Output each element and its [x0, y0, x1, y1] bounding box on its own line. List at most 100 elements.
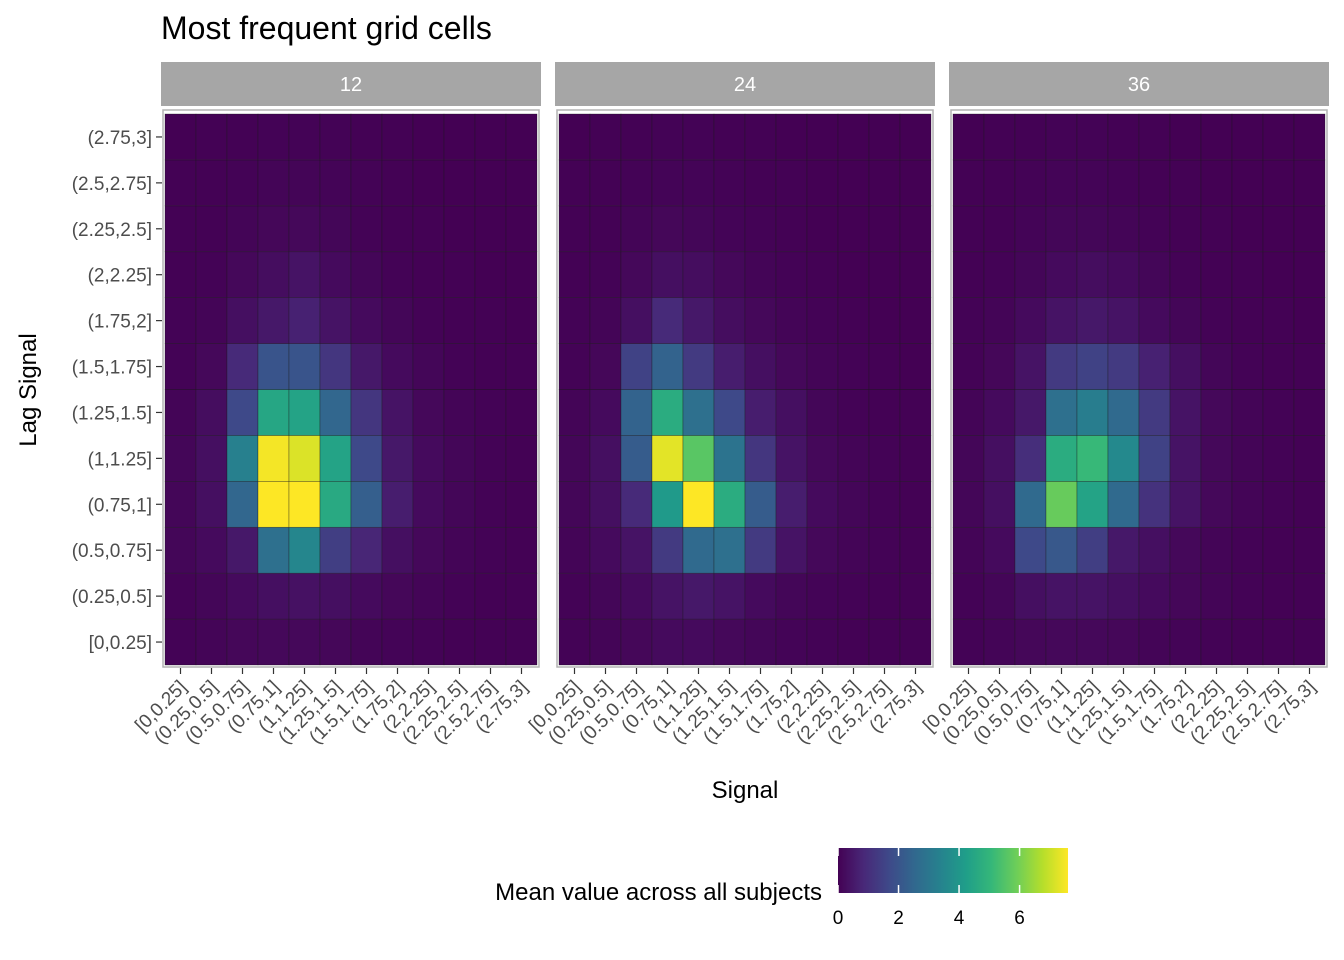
heatmap-cell: (1.25,1.5] × (2.25,2.5]: 0.08: [1107, 205, 1140, 253]
heatmap-cell: (0.75,1] × (2.5,2.75]: 0.08: [257, 159, 290, 207]
heatmap-cell: (2.25,2.5] × (2,2.25]: 0.02: [1231, 251, 1264, 298]
heatmap-cell: (1.5,1.75] × (1.25,1.5]: 1.3: [1138, 389, 1171, 436]
heatmap-cell: (1,1.25] × (2.75,3]: 0.04: [682, 113, 715, 161]
heatmap-cell: (2.75,3] × (2.25,2.5]: 0.01: [505, 205, 538, 253]
heatmap-cell: (2.75,3] × [0,0.25]: 0.02: [505, 618, 538, 666]
heatmap-cell: (2.75,3] × (1.25,1.5]: 0.02: [505, 389, 538, 436]
heatmap-cell: (0.25,0.5] × [0,0.25]: 0.08: [983, 618, 1016, 666]
heatmap-cell: (1.75,2] × (1.75,2]: 0.1: [1169, 297, 1202, 344]
heatmap-cell: (2.75,3] × (1.75,2]: 0.01: [1293, 297, 1326, 344]
heatmap-cell: (2.5,2.75] × (2.25,2.5]: 0.01: [474, 205, 507, 253]
heatmap-cell: (2.75,3] × (0.75,1]: 0.03: [899, 481, 932, 528]
heatmap-cell: (2.5,2.75] × [0,0.25]: 0.02: [1262, 618, 1295, 666]
heatmap-cell: (0.75,1] × (2.5,2.75]: 0.06: [1045, 159, 1078, 207]
heatmap-cell: (0.5,0.75] × (1.25,1.5]: 0.5: [1014, 389, 1047, 436]
heatmap-cell: (1,1.25] × (0.25,0.5]: 0.5: [682, 572, 715, 620]
heatmap-cell: (1.75,2] × (1.5,1.75]: 0.2: [381, 343, 414, 390]
heatmap-cell: (1,1.25] × (1.75,2]: 0.5: [1076, 297, 1109, 344]
heatmap-cell: (0.5,0.75] × (2.25,2.5]: 0.06: [1014, 205, 1047, 253]
heatmap-cell: (2.5,2.75] × (1.75,2]: 0.02: [1262, 297, 1295, 344]
heatmap-cell: (0.5,0.75] × (2.75,3]: 0.03: [1014, 113, 1047, 161]
heatmap-cell: (0.5,0.75] × (1.75,2]: 0.3: [226, 297, 259, 344]
heatmap-cell: (2.75,3] × (2.5,2.75]: 0.01: [505, 159, 538, 207]
heatmap-cell: (0.75,1] × (1.25,1.5]: 4.7: [651, 389, 684, 436]
heatmap-cell: (1.5,1.75] × (1,1.25]: 1.2: [744, 435, 777, 482]
heatmap-cell: (2.5,2.75] × (0.75,1]: 0.05: [868, 481, 901, 528]
heatmap-cell: (2.75,3] × (0.5,0.75]: 0.02: [899, 526, 932, 574]
heatmap-cell: (2.5,2.75] × (1.25,1.5]: 0.03: [868, 389, 901, 436]
heatmap-cell: (0.75,1] × (0.25,0.5]: 0.3: [257, 572, 290, 620]
heatmap-cell: (2.25,2.5] × (1.25,1.5]: 0.08: [443, 389, 476, 436]
heatmap-cell: (1.75,2] × [0,0.25]: 0.06: [775, 618, 808, 666]
heatmap-cell: (1,1.25] × (0.5,0.75]: 2.6: [682, 526, 715, 574]
heatmap-cell: (2.5,2.75] × (1,1.25]: 0.04: [1262, 435, 1295, 482]
heatmap-cell: (0.75,1] × (2,2.25]: 0.25: [257, 251, 290, 298]
heatmap-cell: (1,1.25] × (2.5,2.75]: 0.08: [288, 159, 321, 207]
heatmap-cell: (2.5,2.75] × (2,2.25]: 0.01: [474, 251, 507, 298]
heatmap-cell: (2.75,3] × [0,0.25]: 0.02: [1293, 618, 1326, 666]
heatmap-cell: (0.5,0.75] × (2.75,3]: 0.03: [620, 113, 653, 161]
heatmap-cell: (2,2.25] × (2.5,2.75]: 0.01: [806, 159, 839, 207]
heatmap-cell: (2.5,2.75] × (2.5,2.75]: 0.01: [1262, 159, 1295, 207]
heatmap-cell: [0,0.25] × (1.5,1.75]: 0.05: [164, 343, 197, 390]
heatmap-cell: (2,2.25] × (0.75,1]: 0.2: [412, 481, 445, 528]
heatmap-cell: (0.25,0.5] × (2.5,2.75]: 0.02: [195, 159, 228, 207]
heatmap-cell: (1.75,2] × (2,2.25]: 0.04: [775, 251, 808, 298]
heatmap-cell: (2,2.25] × (1,1.25]: 0.15: [806, 435, 839, 482]
heatmap-cell: (2.75,3] × (0.5,0.75]: 0.02: [505, 526, 538, 574]
heatmap-cell: (2.5,2.75] × (0.25,0.5]: 0.03: [1262, 572, 1295, 620]
x-axis-title: Signal: [712, 777, 779, 804]
heatmap-cell: (2.5,2.75] × (2.25,2.5]: 0.01: [1262, 205, 1295, 253]
facet-panel-24: 24[0,0.25] × [0,0.25]: 0.05(0.25,0.5] × …: [525, 62, 935, 748]
heatmap-cell: (0.5,0.75] × (2.5,2.75]: 0.05: [226, 159, 259, 207]
heatmap-cell: (1,1.25] × (0.5,0.75]: 1.4: [1076, 526, 1109, 574]
heatmap-cell: (0.25,0.5] × (1,1.25]: 0.3: [589, 435, 622, 482]
heatmap-cell: (2.5,2.75] × (1.25,1.5]: 0.04: [1262, 389, 1295, 436]
heatmap-cell: (2.25,2.5] × (1.5,1.75]: 0.04: [837, 343, 870, 390]
heatmap-cell: (1.5,1.75] × (1.25,1.5]: 1.2: [350, 389, 383, 436]
heatmap-cell: (0.25,0.5] × (1.5,1.75]: 0.12: [983, 343, 1016, 390]
heatmap-cell: (1,1.25] × [0,0.25]: 0.15: [288, 618, 321, 666]
heatmap-cell: (0.5,0.75] × (0.75,1]: 2.6: [1014, 481, 1047, 528]
heatmap-cell: (1,1.25] × (2.25,2.5]: 0.1: [682, 205, 715, 253]
heatmap-cell: (0.75,1] × (2,2.25]: 0.3: [651, 251, 684, 298]
heatmap-cell: (1,1.25] × (1.25,1.5]: 3.2: [1076, 389, 1109, 436]
heatmap-cell: (2.5,2.75] × (2.25,2.5]: 0.01: [868, 205, 901, 253]
heatmap-cell: (1,1.25] × (2.25,2.5]: 0.15: [288, 205, 321, 253]
heatmap-cell: (0.25,0.5] × (1.25,1.5]: 0.2: [983, 389, 1016, 436]
heatmap-cell: (1.25,1.5] × (2.75,3]: 0.04: [319, 113, 352, 161]
heatmap-cell: (1.5,1.75] × (2.75,3]: 0.02: [1138, 113, 1171, 161]
heatmap-cell: (0.5,0.75] × (1,1.25]: 1: [1014, 435, 1047, 482]
heatmap-cell: (2.25,2.5] × (2.5,2.75]: 0.01: [443, 159, 476, 207]
heatmap-cell: (1.25,1.5] × (2.25,2.5]: 0.1: [319, 205, 352, 253]
heatmap-cell: (1.25,1.5] × (1.75,2]: 0.4: [1107, 297, 1140, 344]
heatmap-cell: (1,1.25] × [0,0.25]: 0.2: [682, 618, 715, 666]
heatmap-cell: (2.25,2.5] × (2.25,2.5]: 0.01: [837, 205, 870, 253]
heatmap-cell: [0,0.25] × (2.25,2.5]: 0.02: [558, 205, 591, 253]
heatmap-cell: (2.5,2.75] × (2,2.25]: 0.01: [868, 251, 901, 298]
heatmap-cell: (2.75,3] × (2.75,3]: 0.01: [1293, 113, 1326, 161]
heatmap-cell: (0.25,0.5] × (2.25,2.5]: 0.03: [589, 205, 622, 253]
heatmap-cell: (0.75,1] × [0,0.25]: 0.15: [1045, 618, 1078, 666]
heatmap-cell: [0,0.25] × (2,2.25]: 0.03: [952, 251, 985, 298]
heatmap-cell: (2.75,3] × (1,1.25]: 0.03: [505, 435, 538, 482]
heatmap-cell: (0.75,1] × (0.25,0.5]: 0.4: [1045, 572, 1078, 620]
heatmap-cell: (0.5,0.75] × (2,2.25]: 0.15: [226, 251, 259, 298]
heatmap-cell: (0.5,0.75] × (0.25,0.5]: 0.3: [1014, 572, 1047, 620]
heatmap-cell: (2.25,2.5] × (0.75,1]: 0.08: [1231, 481, 1264, 528]
heatmap-cell: (1,1.25] × (2.75,3]: 0.04: [1076, 113, 1109, 161]
heatmap-cell: (1.25,1.5] × (2,2.25]: 0.2: [319, 251, 352, 298]
heatmap-cell: (1,1.25] × (1,1.25]: 5.1: [1076, 435, 1109, 482]
heatmap-cell: (2.25,2.5] × (1,1.25]: 0.08: [837, 435, 870, 482]
heatmap-cell: (0.5,0.75] × (0.25,0.5]: 0.2: [620, 572, 653, 620]
heatmap-cell: (2.75,3] × (1.5,1.75]: 0.02: [505, 343, 538, 390]
heatmap-cell: (1.75,2] × (1.75,2]: 0.1: [381, 297, 414, 344]
heatmap-cell: (1,1.25] × (1.25,1.5]: 2.8: [682, 389, 715, 436]
heatmap-cell: (2,2.25] × (2,2.25]: 0.03: [412, 251, 445, 298]
heatmap-cell: (1.25,1.5] × (1.75,2]: 0.25: [713, 297, 746, 344]
heatmap-cell: (2.5,2.75] × (1,1.25]: 0.05: [474, 435, 507, 482]
heatmap-cell: (2,2.25] × (1.25,1.5]: 0.15: [1200, 389, 1233, 436]
heatmap-cell: (0.25,0.5] × (2.75,3]: 0.02: [195, 113, 228, 161]
legend-title: Mean value across all subjects: [495, 879, 822, 906]
heatmap-cell: (0.25,0.5] × (0.25,0.5]: 0.1: [589, 572, 622, 620]
